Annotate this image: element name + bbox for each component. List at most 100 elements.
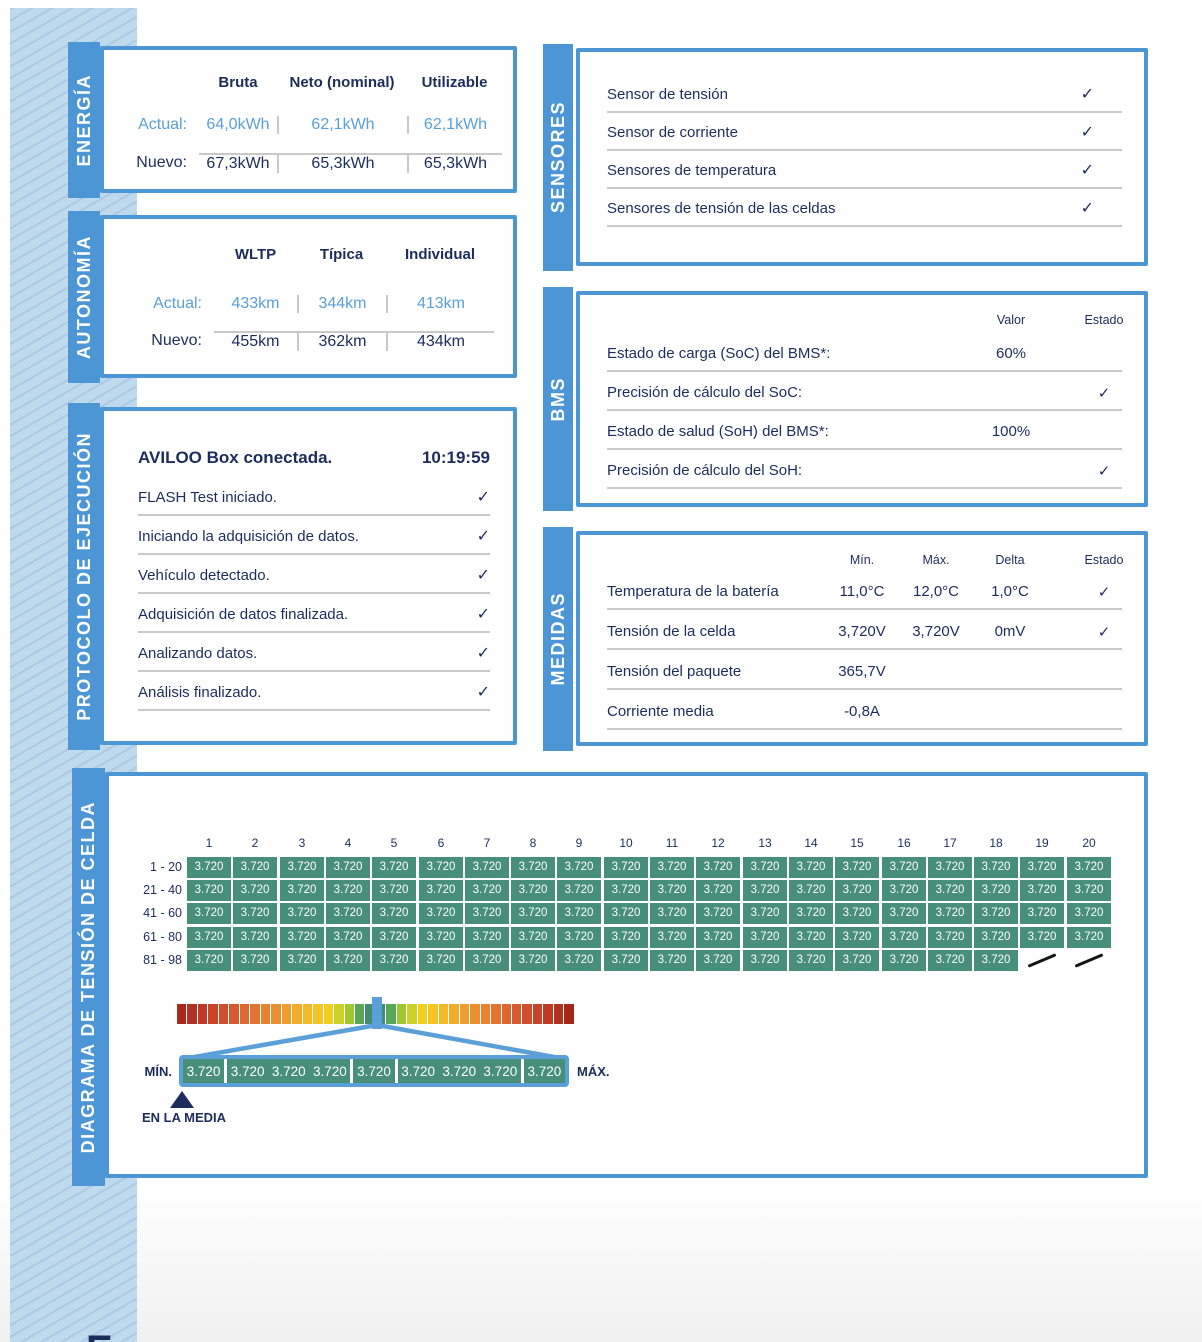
cell-voltage-value: 3.720 (882, 950, 926, 971)
energia-row-label: Nuevo: (136, 154, 187, 171)
cell-voltage-value: 3.720 (882, 857, 926, 878)
max-label: MÁX. (577, 1064, 610, 1079)
autonomia-value: 433km (231, 294, 280, 312)
color-scale-segment (344, 1004, 354, 1024)
sensores-row: Sensor de corriente ✓ (607, 113, 1122, 151)
color-scale-segment (208, 1004, 218, 1024)
bms-list: Estado de carga (SoC) del BMS*: 60% Prec… (607, 333, 1122, 489)
sensores-row: Sensores de tensión de las celdas ✓ (607, 189, 1122, 227)
check-icon: ✓ (476, 567, 490, 584)
autonomia-col-header: Individual (404, 245, 475, 263)
sensores-label: Sensor de corriente (607, 124, 738, 141)
medidas-min: 3,720V (838, 623, 886, 640)
color-scale-segment (292, 1004, 302, 1024)
color-scale-segment (260, 1004, 271, 1024)
color-scale-segment (187, 1004, 197, 1024)
check-icon: ✓ (476, 528, 490, 545)
cell-voltage-value: 3.720 (511, 927, 555, 948)
medidas-max: 12,0°C (912, 583, 960, 600)
zoomed-cell-group: 3.720 3.720 3.720 (224, 1059, 350, 1083)
cell-voltage-value: 3.720 (557, 903, 601, 924)
cell-voltage-value: 3.720 (326, 927, 370, 948)
cell-voltage-value: 3.720 (326, 857, 370, 878)
color-scale-segment (386, 1004, 396, 1024)
zoomed-cell-value: 3.720 (230, 1063, 265, 1079)
energia-panel: Bruta Neto (nominal) Utilizable Actual: … (100, 46, 517, 193)
color-scale-segment (532, 1004, 543, 1024)
cell-voltage-value: 3.720 (280, 857, 324, 878)
sensores-strip: SENSORES (543, 44, 573, 271)
diagram-col-header: 3 (298, 836, 306, 850)
color-scale-segment (177, 1004, 187, 1024)
color-scale-segment (449, 1004, 459, 1024)
cell-voltage-value: 3.720 (187, 880, 231, 901)
zoomed-cell-strip: 3.720 3.720 3.720 3.720 3.720 3.720 3.720 3.720… (179, 1055, 569, 1087)
color-scale-segment (218, 1004, 229, 1024)
medidas-label: Tensión de la celda (607, 623, 736, 640)
zoom-connector-lines (182, 1022, 566, 1062)
autonomia-strip: AUTONOMÍA (68, 211, 100, 383)
zoomed-cell-value: 3.720 (357, 1063, 391, 1079)
zoomed-cell-value: 3.720 (271, 1063, 306, 1079)
cell-voltage-value: 3.720 (372, 880, 416, 901)
autonomia-title: AUTONOMÍA (73, 234, 94, 360)
min-label: MÍN. (144, 1064, 172, 1079)
cell-voltage-value: 3.720 (928, 950, 972, 971)
protocolo-step-label: FLASH Test iniciado. (138, 489, 277, 506)
cell-voltage-value: 3.720 (650, 880, 694, 901)
cell-voltage-value: 3.720 (650, 857, 694, 878)
gradient-mean-marker (372, 997, 382, 1029)
diagram-col-header: 5 (390, 836, 398, 850)
diagrama-panel: 3.720 3.720 3.720 3.720 3.720 3.720 3.720 3.720… (105, 772, 1148, 1178)
cell-voltage-value: 3.720 (187, 950, 231, 971)
cell-voltage-value: 3.720 (835, 880, 879, 901)
diagrama-strip: DIAGRAMA DE TENSIÓN DE CELDA (72, 768, 105, 1186)
bms-row: Precisión de cálculo del SoH: ✓ (607, 450, 1122, 489)
cell-voltage-value: 3.720 (928, 880, 972, 901)
cell-voltage-value: 3.720 (419, 903, 463, 924)
diagram-row-header: 1 - 20 (150, 860, 182, 874)
cell-voltage-value: 3.720 (604, 950, 648, 971)
protocolo-list: AVILOO Box conectada. 10:19:59 FLASH Tes… (138, 439, 490, 711)
medidas-label: Tensión del paquete (607, 663, 742, 680)
cell-voltage-value: 3.720 (743, 880, 787, 901)
check-icon: ✓ (1097, 584, 1111, 601)
autonomia-row-label: Actual: (153, 294, 202, 312)
check-icon: ✓ (1080, 86, 1094, 103)
protocolo-step-label: Vehículo detectado. (138, 567, 270, 584)
autonomia-value: 434km (386, 330, 494, 351)
color-scale-segment (564, 1004, 574, 1024)
cell-voltage-value: 3.720 (835, 903, 879, 924)
energia-col-header: Neto (nominal) (289, 73, 395, 91)
bms-strip: BMS (543, 287, 573, 511)
cell-voltage-value: 3.720 (233, 903, 277, 924)
diagram-col-header: 2 (251, 836, 259, 850)
medidas-label: Corriente media (607, 703, 714, 720)
cell-voltage-value: 3.720 (233, 880, 277, 901)
color-scale-segment (281, 1004, 292, 1024)
diagram-col-header: 12 (711, 836, 725, 850)
protocolo-step-label: Adquisición de datos finalizada. (138, 606, 349, 623)
diagram-col-header: 13 (758, 836, 772, 850)
energia-col-header: Utilizable (421, 73, 488, 91)
cell-voltage-value: 3.720 (696, 857, 740, 878)
color-scale-segment (197, 1004, 208, 1024)
cell-voltage-value: 3.720 (372, 857, 416, 878)
cell-voltage-value: 3.720 (465, 927, 509, 948)
diagram-row-header: 41 - 60 (143, 906, 182, 920)
protocolo-title: PROTOCOLO DE EJECUCIÓN (73, 432, 94, 721)
cell-voltage-value: 3.720 (604, 857, 648, 878)
cell-voltage-value: 3.720 (789, 927, 833, 948)
cell-voltage-value: 3.720 (835, 857, 879, 878)
mean-triangle-icon (170, 1091, 194, 1108)
cell-voltage-value: 3.720 (187, 903, 231, 924)
sensores-label: Sensor de tensión (607, 86, 728, 103)
energia-value: 67,3kWh (199, 153, 277, 173)
medidas-strip: MEDIDAS (543, 527, 573, 751)
cell-voltage-value: 3.720 (465, 880, 509, 901)
protocolo-step-row: Iniciando la adquisición de datos. ✓ (138, 516, 490, 555)
sensores-title: SENSORES (547, 101, 568, 214)
bms-label: Precisión de cálculo del SoH: (607, 462, 803, 479)
medidas-row: Tensión de la celda 3,720V 3,720V 0mV ✓ (607, 610, 1122, 650)
